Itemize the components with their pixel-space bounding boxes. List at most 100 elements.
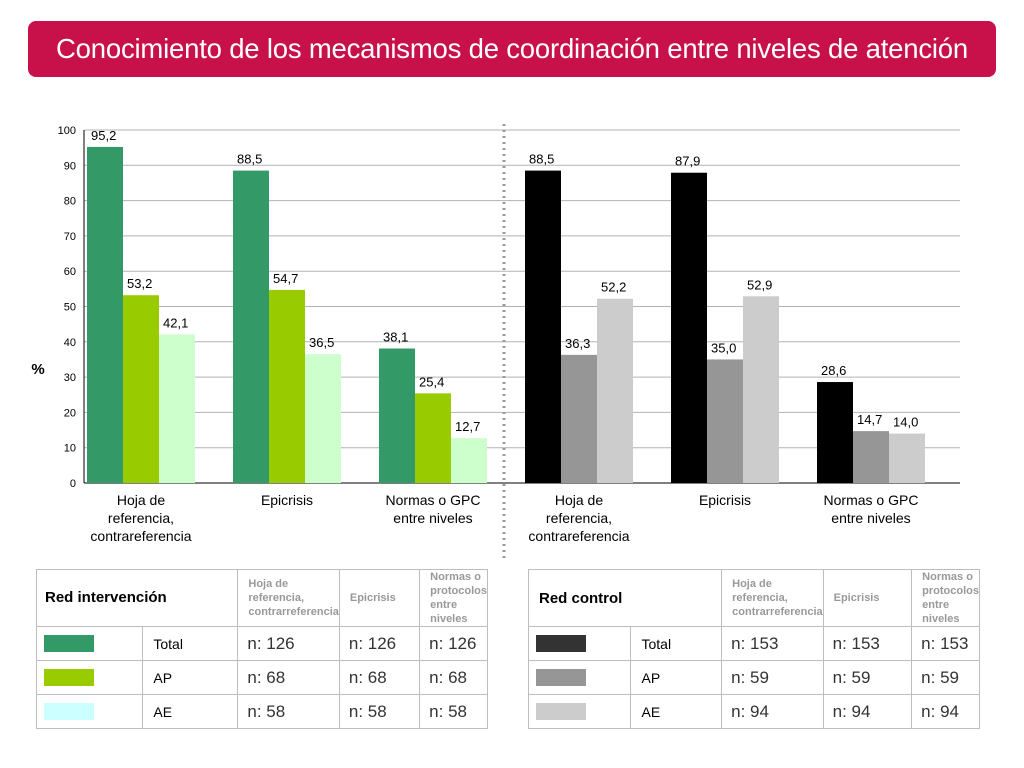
ap-swatch [536,669,586,686]
data-label: 36,5 [309,335,334,350]
bar [159,334,195,483]
table-row: AE n: 94 n: 94 n: 94 [527,694,980,729]
intervention-table: Red intervención Hoja de referencia, con… [35,569,488,729]
category-label: Normas o GPC [386,492,481,508]
category-label: contrareferencia [90,528,191,544]
bar [525,170,561,483]
bar [889,433,925,483]
y-tick-label: 60 [64,266,76,278]
data-label: 52,2 [601,280,626,295]
n-value: n: 58 [237,694,340,729]
bar [233,170,269,483]
data-label: 38,1 [383,330,408,345]
n-value: n: 59 [721,660,824,695]
data-label: 28,6 [821,363,846,378]
n-value: n: 68 [338,660,421,695]
row-label: AP [142,660,239,695]
ae-swatch [536,703,586,720]
y-axis-label: % [31,361,44,378]
data-label: 25,4 [419,374,444,389]
legend-swatch [527,626,632,661]
category-label: Hoja de [555,492,603,508]
data-label: 88,5 [237,152,262,167]
bar-chart: 0 10 20 30 40 50 60 70 80 90 100% 95,2 53,2 42,1 Hoja … [31,124,960,560]
table-row: AP n: 59 n: 59 n: 59 [527,660,980,695]
bar [415,393,451,483]
n-value: n: 59 [822,660,913,695]
table-row: AE n: 58 n: 58 n: 58 [35,694,488,729]
data-label: 42,1 [163,315,188,330]
bar [87,146,123,483]
y-tick-label: 80 [64,196,76,208]
table-row: Total n: 153 n: 153 n: 153 [527,626,980,661]
category-label: Normas o GPC [824,492,919,508]
table-header: Epicrisis [338,569,421,627]
n-value: n: 68 [419,660,488,695]
bar [743,296,779,483]
n-value: n: 94 [911,694,980,729]
y-tick-label: 40 [64,337,76,349]
legend-swatch [527,660,632,695]
bar [561,354,597,483]
data-label: 35,0 [711,340,736,355]
control-table: Red control Hoja de referencia, contrarr… [527,569,980,729]
y-tick-label: 10 [64,443,76,455]
legend-swatch [527,694,632,729]
ap-swatch [44,669,94,686]
table-row: AP n: 68 n: 68 n: 68 [35,660,488,695]
category-label: referencia, [108,510,174,526]
category-label: Hoja de [117,492,165,508]
y-tick-label: 50 [64,302,76,314]
y-tick-label: 20 [64,407,76,419]
n-value: n: 126 [338,626,421,661]
legend-swatch [35,660,144,695]
n-value: n: 94 [822,694,913,729]
category-label: Epicrisis [261,492,313,508]
row-label: Total [142,626,239,661]
table-title: Red intervención [35,569,239,627]
category-label: Epicrisis [699,492,751,508]
bar [305,354,341,483]
data-label: 14,0 [893,415,918,430]
y-tick-label: 90 [64,160,76,172]
category-label: contrareferencia [528,528,629,544]
bar [817,382,853,483]
category-label: entre niveles [831,510,910,526]
table-header: Normas o protocolos entre niveles [419,569,488,627]
row-label: AE [630,694,723,729]
data-label: 14,7 [857,412,882,427]
data-label: 36,3 [565,336,590,351]
row-label: Total [630,626,723,661]
ae-swatch [44,703,94,720]
table-header: Hoja de referencia, contrarreferencia [237,569,340,627]
row-label: AE [142,694,239,729]
y-tick-label: 100 [58,125,76,137]
table-header: Hoja de referencia, contrarreferencia [721,569,824,627]
y-tick-label: 70 [64,231,76,243]
bar [853,431,889,483]
data-label: 95,2 [91,128,116,143]
bar [379,348,415,483]
n-value: n: 58 [419,694,488,729]
category-label: referencia, [546,510,612,526]
n-value: n: 68 [237,660,340,695]
bar [451,438,487,483]
bar [707,359,743,483]
bar [269,289,305,483]
total-swatch [536,635,586,652]
legend-swatch [35,694,144,729]
n-value: n: 126 [237,626,340,661]
row-label: AP [630,660,723,695]
category-label: entre niveles [393,510,472,526]
data-label: 54,7 [273,271,298,286]
table-header: Normas o protocolos entre niveles [911,569,980,627]
n-value: n: 126 [419,626,488,661]
table-title: Red control [527,569,723,627]
n-value: n: 58 [338,694,421,729]
legend-swatch [35,626,144,661]
bar [671,172,707,483]
n-value: n: 59 [911,660,980,695]
n-value: n: 153 [721,626,824,661]
title-banner: Conocimiento de los mecanismos de coordi… [28,21,996,77]
y-tick-label: 30 [64,372,76,384]
